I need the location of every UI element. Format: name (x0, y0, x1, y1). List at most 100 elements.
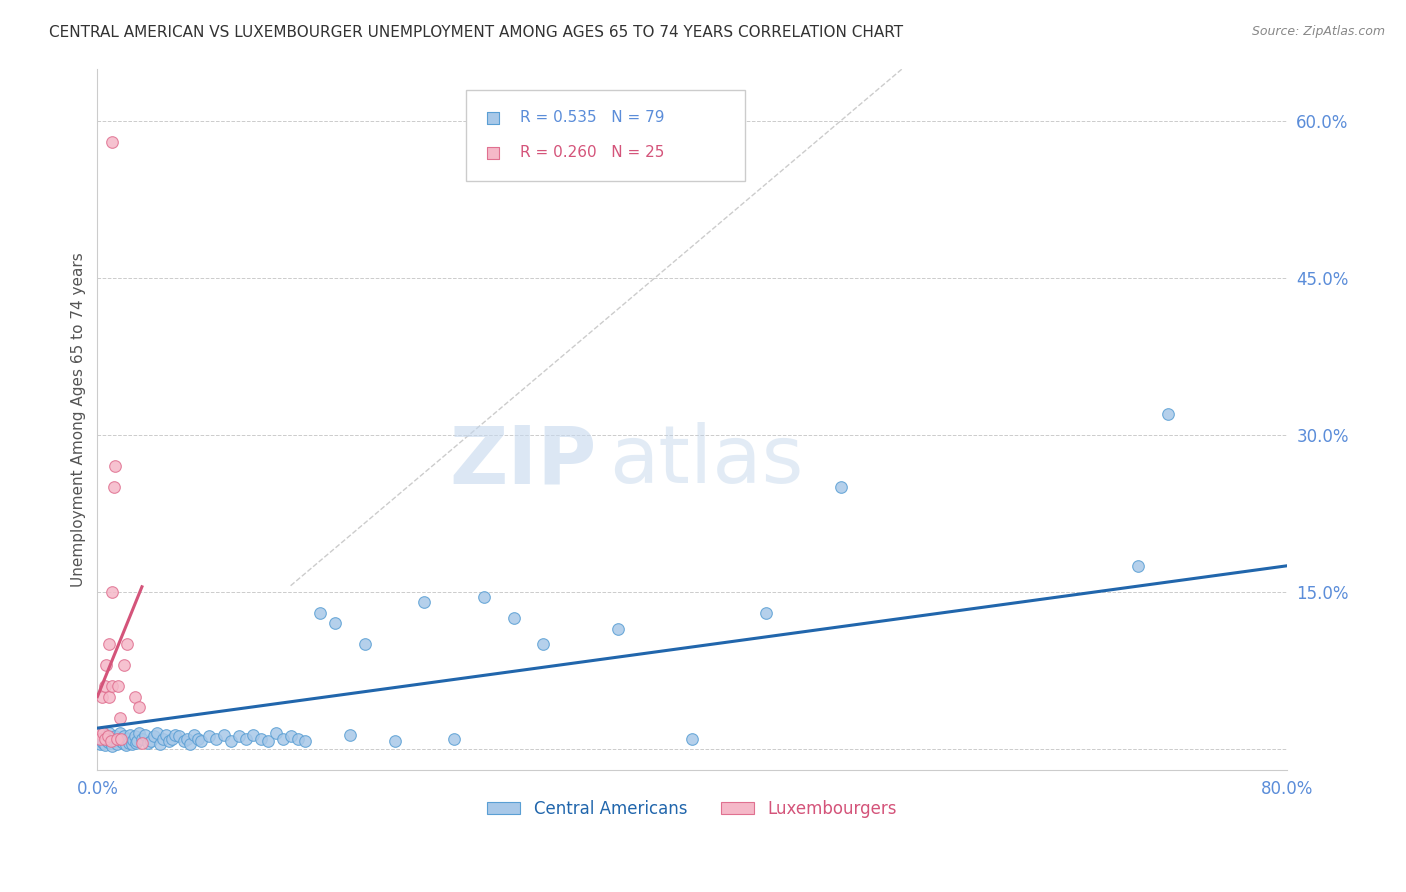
Point (101, 679, 124, 693)
Point (443, 731, 465, 746)
Point (354, 637, 377, 651)
Point (131, 731, 153, 746)
Point (105, 731, 128, 746)
Y-axis label: Unemployment Among Ages 65 to 74 years: Unemployment Among Ages 65 to 74 years (72, 252, 86, 587)
Point (755, 606, 778, 620)
Point (413, 595, 436, 609)
Text: R = 0.535   N = 79: R = 0.535 N = 79 (520, 110, 664, 125)
Point (98, 690, 121, 704)
Point (104, 459, 127, 474)
Point (101, 585, 124, 599)
Point (87, 726, 110, 740)
Point (1156, 407, 1178, 421)
Point (280, 730, 302, 744)
Point (94, 731, 117, 746)
Point (87, 731, 110, 746)
Point (124, 690, 146, 704)
Point (131, 736, 153, 750)
Point (264, 726, 287, 740)
Point (90, 690, 112, 704)
Point (146, 726, 169, 740)
Point (89, 731, 111, 746)
Point (101, 739, 124, 753)
Point (271, 731, 294, 746)
Point (198, 730, 221, 744)
Point (183, 728, 205, 742)
Point (155, 728, 177, 742)
Text: R = 0.260   N = 25: R = 0.260 N = 25 (520, 145, 664, 161)
Point (100, 733, 122, 747)
Point (149, 737, 172, 751)
Point (100, 736, 122, 750)
Point (104, 730, 127, 744)
Point (110, 731, 132, 746)
Text: CENTRAL AMERICAN VS LUXEMBOURGER UNEMPLOYMENT AMONG AGES 65 TO 74 YEARS CORRELAT: CENTRAL AMERICAN VS LUXEMBOURGER UNEMPLO… (49, 25, 903, 40)
Text: atlas: atlas (609, 422, 803, 500)
Point (242, 728, 264, 742)
Point (108, 711, 131, 725)
Point (128, 700, 150, 714)
Point (90, 733, 112, 747)
Point (179, 737, 201, 751)
Point (173, 733, 195, 747)
Point (830, 480, 852, 494)
Point (250, 731, 273, 746)
Text: ZIP: ZIP (450, 422, 596, 500)
Point (294, 733, 316, 747)
Point (681, 731, 703, 746)
Point (1126, 558, 1149, 573)
Point (127, 733, 149, 747)
Point (323, 616, 346, 631)
Point (91, 726, 114, 740)
Point (128, 726, 150, 740)
Point (91, 736, 114, 750)
Point (219, 733, 242, 747)
Point (139, 733, 162, 747)
Point (606, 622, 628, 636)
Point (98, 726, 121, 740)
Point (117, 736, 139, 750)
Point (101, 135, 124, 149)
Point (94, 679, 117, 693)
Point (114, 738, 136, 752)
Point (103, 733, 125, 747)
Point (384, 733, 406, 747)
Point (96, 658, 118, 673)
Legend: Central Americans, Luxembourgers: Central Americans, Luxembourgers (481, 794, 904, 825)
Point (97, 735, 120, 749)
Point (111, 736, 134, 750)
Point (205, 731, 228, 746)
Point (94, 738, 117, 752)
Point (120, 728, 142, 742)
Text: Source: ZipAtlas.com: Source: ZipAtlas.com (1251, 25, 1385, 38)
Point (190, 733, 212, 747)
Point (176, 731, 198, 746)
Point (309, 606, 332, 620)
Point (228, 730, 250, 744)
Point (142, 730, 165, 744)
Point (531, 637, 554, 651)
Point (94, 730, 117, 744)
Point (101, 731, 124, 746)
Point (97, 730, 120, 744)
Point (287, 731, 309, 746)
Point (110, 733, 132, 747)
Point (122, 732, 145, 747)
Point (96, 732, 118, 747)
Point (472, 591, 495, 605)
Point (235, 731, 257, 746)
Point (112, 730, 135, 744)
Point (152, 731, 174, 746)
Point (136, 736, 159, 750)
Point (163, 728, 186, 742)
Point (134, 728, 156, 742)
Point (502, 611, 524, 625)
Point (124, 730, 146, 744)
FancyBboxPatch shape (465, 89, 745, 181)
Point (339, 728, 361, 742)
Point (157, 733, 180, 747)
Point (108, 726, 131, 740)
Point (115, 637, 138, 651)
Point (160, 731, 183, 746)
Point (187, 731, 209, 746)
